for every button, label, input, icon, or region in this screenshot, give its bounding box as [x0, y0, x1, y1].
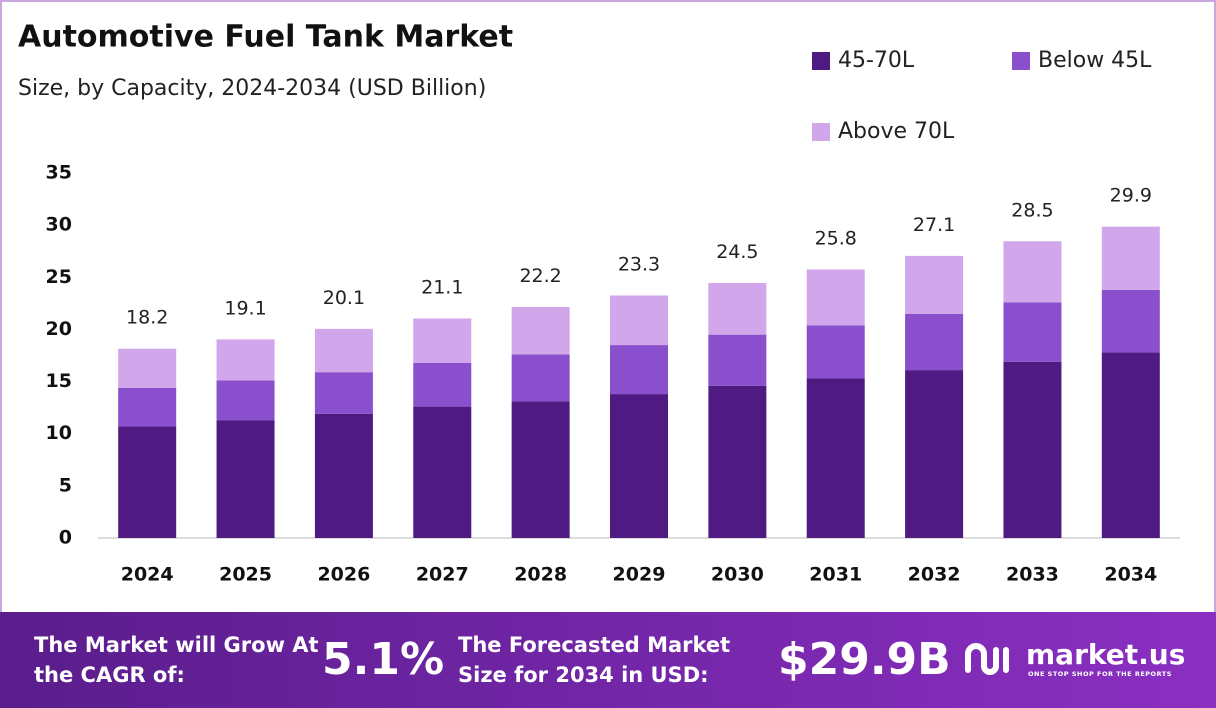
y-tick-label: 10	[46, 422, 72, 444]
bar-segment	[1101, 352, 1160, 538]
total-label: 21.1	[421, 276, 463, 298]
total-label: 25.8	[815, 227, 857, 249]
cagr-value: 5.1%	[322, 634, 445, 685]
total-label: 18.2	[126, 307, 168, 329]
x-tick-label: 2025	[219, 564, 272, 586]
bar-segment	[1101, 226, 1160, 290]
legend-swatch	[812, 52, 830, 70]
legend-label: 45-70L	[838, 48, 915, 73]
forecast-value: $29.9B	[778, 634, 951, 685]
bar-segment	[511, 401, 570, 538]
bar-segment	[511, 354, 570, 402]
y-tick-label: 35	[46, 162, 72, 184]
total-label: 23.3	[618, 254, 660, 276]
bar-segment	[314, 372, 373, 414]
bar-segment	[314, 328, 373, 373]
legend-swatch	[1012, 52, 1030, 70]
bar-segment	[216, 420, 275, 538]
total-label: 22.2	[519, 265, 561, 287]
x-tick-label: 2033	[1006, 564, 1059, 586]
legend-label: Below 45L	[1038, 48, 1152, 73]
x-tick-label: 2029	[613, 564, 666, 586]
y-tick-label: 15	[46, 370, 72, 392]
bar-segment	[118, 387, 177, 427]
bar-segment	[413, 406, 472, 538]
bar-segment	[118, 426, 177, 538]
bar-segment	[511, 306, 570, 355]
y-tick-label: 0	[59, 527, 72, 549]
brand-logo	[965, 643, 1009, 675]
bar-segment	[1003, 302, 1062, 362]
bar-segment	[708, 385, 767, 538]
bar-segment	[314, 413, 373, 538]
bar-segment	[1003, 361, 1062, 538]
bar-segment	[806, 378, 865, 538]
bar-segment	[905, 370, 964, 538]
bar-segment	[216, 380, 275, 421]
x-tick-label: 2034	[1104, 564, 1157, 586]
bar-segment	[118, 348, 177, 388]
x-tick-label: 2030	[711, 564, 764, 586]
bar-segment	[413, 362, 472, 407]
bar-segment	[610, 295, 668, 346]
total-label: 28.5	[1011, 199, 1053, 221]
y-tick-label: 30	[46, 214, 72, 236]
chart-title: Automotive Fuel Tank Market	[18, 20, 513, 55]
bar-segment	[708, 282, 767, 335]
x-tick-label: 2032	[908, 564, 961, 586]
bar-segment	[610, 394, 668, 538]
y-tick-label: 25	[46, 266, 72, 288]
total-label: 27.1	[913, 214, 955, 236]
x-tick-label: 2027	[416, 564, 469, 586]
legend-label: Above 70L	[838, 119, 955, 144]
forecast-text: The Forecasted Market Size for 2034 in U…	[458, 633, 731, 687]
legend-swatch	[812, 123, 830, 141]
x-tick-label: 2028	[514, 564, 567, 586]
y-tick-label: 5	[59, 474, 72, 496]
bar-segment	[610, 345, 668, 395]
bar-segment	[216, 338, 275, 381]
total-label: 24.5	[716, 241, 758, 263]
bar-segment	[806, 268, 865, 326]
total-label: 20.1	[323, 287, 365, 309]
x-tick-label: 2031	[809, 564, 862, 586]
chart-subtitle: Size, by Capacity, 2024-2034 (USD Billio…	[18, 76, 486, 101]
bar-segment	[905, 255, 964, 314]
x-tick-label: 2026	[317, 564, 370, 586]
total-label: 19.1	[224, 297, 266, 319]
bar-segment	[905, 313, 964, 371]
footer-banner: The Market will Grow At the CAGR of: 5.1…	[0, 612, 1216, 708]
bar-segment	[806, 325, 865, 379]
bar-segment	[708, 334, 767, 386]
bar-segment	[413, 317, 472, 363]
brand: market.us	[1026, 638, 1186, 671]
chart: Automotive Fuel Tank Market Size, by Cap…	[0, 0, 1216, 612]
border	[0, 0, 1216, 612]
x-tick-label: 2024	[121, 564, 174, 586]
total-label: 29.9	[1110, 185, 1152, 207]
cagr-text: The Market will Grow At the CAGR of:	[34, 633, 319, 687]
tagline: ONE STOP SHOP FOR THE REPORTS	[1028, 670, 1172, 678]
y-tick-label: 20	[46, 318, 72, 340]
bar-segment	[1101, 289, 1160, 353]
bar-segment	[1003, 240, 1062, 303]
